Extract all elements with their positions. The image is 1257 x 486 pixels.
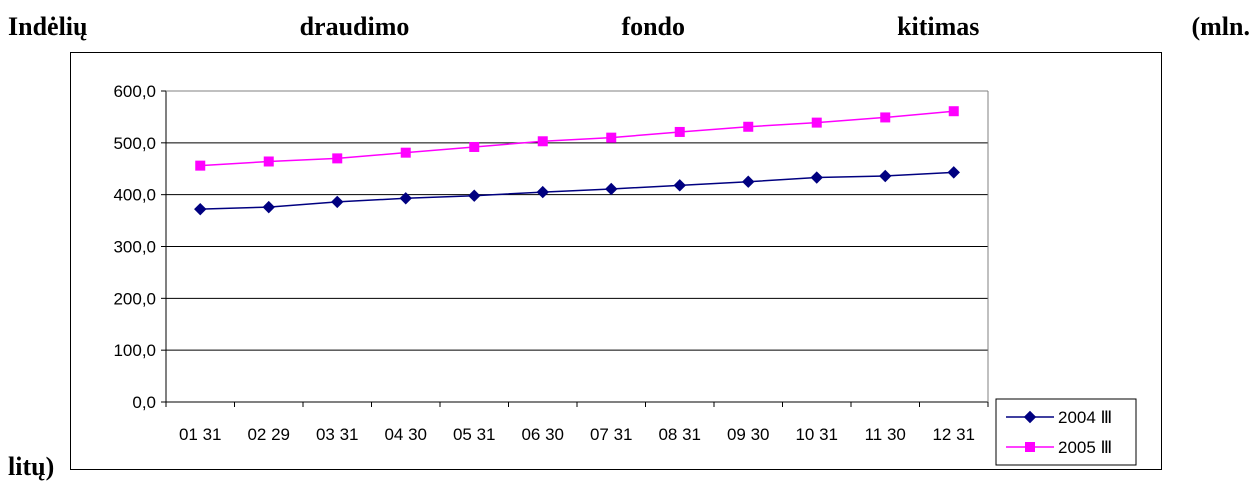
data-point [947, 166, 960, 179]
title-word: kitimas [897, 12, 980, 41]
data-point [948, 106, 959, 117]
y-tick-label: 600,0 [113, 82, 156, 101]
y-tick-label: 200,0 [113, 289, 156, 308]
title-word: draudimo [299, 12, 410, 41]
x-tick-label: 06 30 [521, 425, 564, 444]
data-point [810, 171, 823, 184]
x-tick-label: 08 31 [658, 425, 701, 444]
data-point [674, 126, 685, 137]
y-tick-label: 0,0 [132, 393, 156, 412]
x-tick-label: 04 30 [384, 425, 427, 444]
data-point [332, 153, 343, 164]
data-point [673, 179, 686, 192]
data-point [195, 160, 206, 171]
legend-label: 2004 Ⅲ [1058, 408, 1112, 427]
legend-label: 2005 Ⅲ [1058, 438, 1112, 457]
y-tick-label: 300,0 [113, 238, 156, 257]
title-tail: litų) [8, 452, 55, 481]
title-word: fondo [621, 12, 686, 41]
legend-box [995, 398, 1137, 466]
data-point [880, 112, 891, 123]
x-tick-label: 05 31 [453, 425, 496, 444]
data-point [331, 195, 344, 209]
data-point [262, 200, 275, 214]
x-tick-label: 12 31 [932, 425, 975, 444]
title-word: (mln. [1191, 12, 1250, 41]
y-tick-label: 400,0 [113, 186, 156, 205]
x-tick-label: 09 30 [727, 425, 770, 444]
data-point [194, 202, 207, 216]
data-point [468, 189, 481, 202]
title-word: Indėlių [8, 12, 88, 41]
y-tick-label: 100,0 [113, 341, 156, 360]
legend-marker [1023, 410, 1037, 424]
chart-title: Indėlių draudimo fondo kitimas (mln. [8, 12, 1250, 42]
data-point [400, 147, 411, 158]
line-chart: 0,0 100,0 200,0 300,0 400,0 500,0 600,0 01 31 02… [113, 82, 1137, 466]
data-point [811, 117, 822, 128]
series-line [200, 171, 954, 210]
data-point [469, 141, 480, 152]
series-line [200, 110, 954, 167]
y-tick-label: 500,0 [113, 134, 156, 153]
x-tick-label: 07 31 [590, 425, 633, 444]
x-tick-label: 03 31 [316, 425, 359, 444]
data-point [263, 156, 274, 167]
data-point [399, 192, 412, 205]
x-tick-label: 01 31 [179, 425, 222, 444]
legend-marker [1025, 442, 1035, 452]
x-tick-label: 10 31 [795, 425, 838, 444]
x-tick-label: 02 29 [247, 425, 290, 444]
data-point [605, 182, 618, 196]
data-point [879, 169, 892, 183]
data-point [537, 136, 548, 147]
chart-frame: 0,0 100,0 200,0 300,0 400,0 500,0 600,0 01 31 02… [70, 52, 1162, 470]
data-point [742, 175, 755, 188]
data-point [743, 121, 754, 132]
x-tick-label: 11 30 [865, 425, 906, 444]
data-point [606, 132, 617, 143]
data-point [536, 185, 549, 199]
